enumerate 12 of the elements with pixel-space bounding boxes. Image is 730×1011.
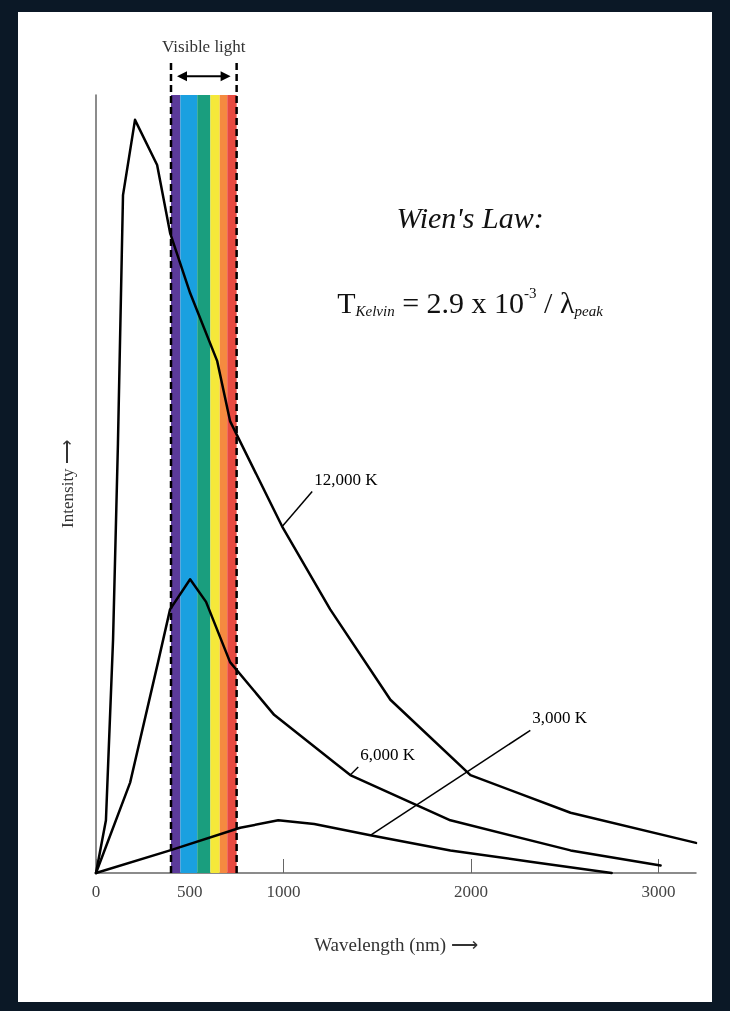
x-tick-label: 2000: [454, 882, 488, 901]
text: Visible light: [162, 37, 246, 57]
x-tick-label: 3000: [641, 882, 676, 901]
x-tick-label: 1000: [266, 882, 301, 901]
series-label: 6,000 K: [360, 745, 416, 765]
text: 3,000 K: [532, 708, 588, 728]
annotation: Wien's Law:: [396, 200, 544, 234]
x-tick-label: 0: [91, 882, 101, 901]
text: 12,000 K: [314, 469, 379, 489]
x-axis-title: Wavelength (nm) ⟶: [314, 934, 478, 956]
y-axis-title: Intensity ⟶: [58, 440, 77, 528]
x-tick-label: 500: [177, 882, 203, 901]
